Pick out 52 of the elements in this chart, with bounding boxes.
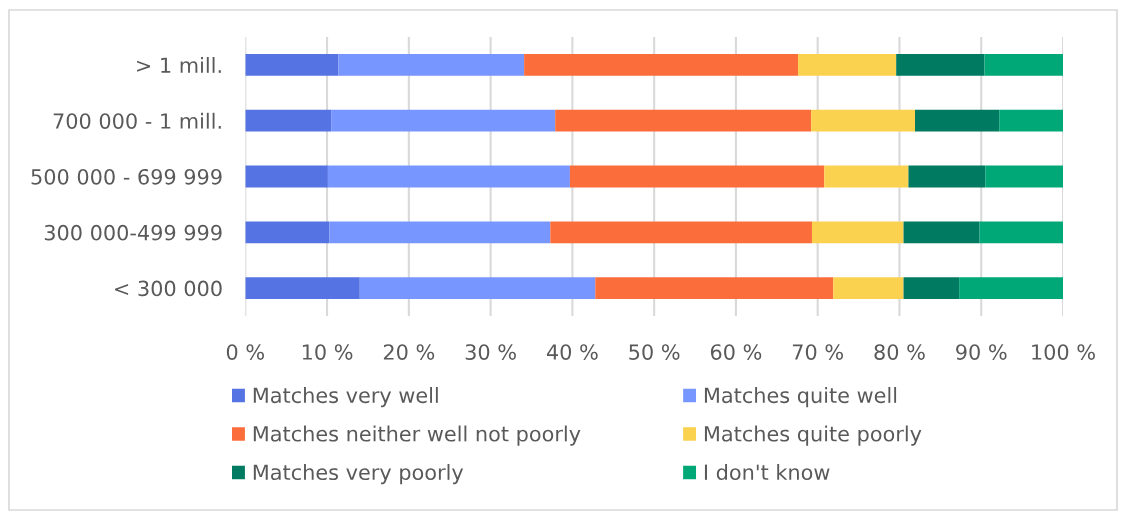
legend-label: I don't know: [704, 463, 830, 481]
bar: [245, 109, 332, 132]
bar: [833, 277, 904, 299]
bar: [245, 221, 330, 244]
x-tick-label: 90 %: [956, 344, 1007, 360]
legend-label: Matches very poorly: [253, 463, 464, 485]
y-tick-label: < 300 000: [115, 280, 222, 297]
x-tick-label: 100 %: [1032, 344, 1095, 360]
bar: [811, 221, 904, 244]
legend-label: Matches very well: [253, 387, 438, 408]
bar: [908, 165, 986, 188]
bar: [798, 54, 897, 76]
x-tick-label: 20 %: [383, 344, 435, 360]
bar: [331, 109, 556, 132]
bar: [903, 221, 980, 244]
bar: [595, 277, 834, 299]
x-tick-label: 30 %: [465, 344, 516, 360]
x-tick-label: 70 %: [792, 344, 843, 360]
legend-label: Matches quite poorly: [704, 425, 922, 446]
y-tick-label: 700 000 - 1 mill.: [53, 112, 221, 129]
bar: [327, 165, 570, 188]
bar: [984, 54, 1063, 76]
bar: [896, 54, 985, 76]
x-tick-label: 40 %: [546, 344, 598, 360]
bar: [569, 165, 825, 188]
x-tick-label: 0 %: [226, 344, 264, 360]
bar: [915, 109, 1000, 132]
bar: [979, 221, 1063, 244]
bar: [245, 277, 360, 299]
bar: [524, 54, 799, 76]
bar: [959, 277, 1063, 299]
bar: [245, 54, 339, 76]
x-tick-label: 80 %: [874, 344, 925, 360]
y-tick-label: 300 000-499 999: [44, 224, 222, 241]
x-tick-label: 50 %: [629, 344, 680, 360]
legend-label: Matches quite well: [704, 387, 897, 408]
bar: [245, 165, 328, 188]
bar: [824, 165, 909, 188]
bar: [903, 277, 960, 299]
x-tick-label: 10 %: [302, 344, 353, 360]
legend-label: Matches neither well not poorly: [253, 425, 581, 446]
bar: [338, 54, 525, 76]
bar: [811, 109, 915, 132]
bar: [985, 165, 1063, 188]
y-tick-label: 500 000 - 699 999: [31, 168, 222, 185]
bar: [999, 109, 1063, 132]
bar: [555, 109, 812, 132]
bar: [550, 221, 812, 244]
x-tick-label: 60 %: [710, 344, 762, 360]
y-tick-label: > 1 mill.: [137, 56, 221, 73]
bar: [359, 277, 596, 299]
bar: [329, 221, 551, 244]
